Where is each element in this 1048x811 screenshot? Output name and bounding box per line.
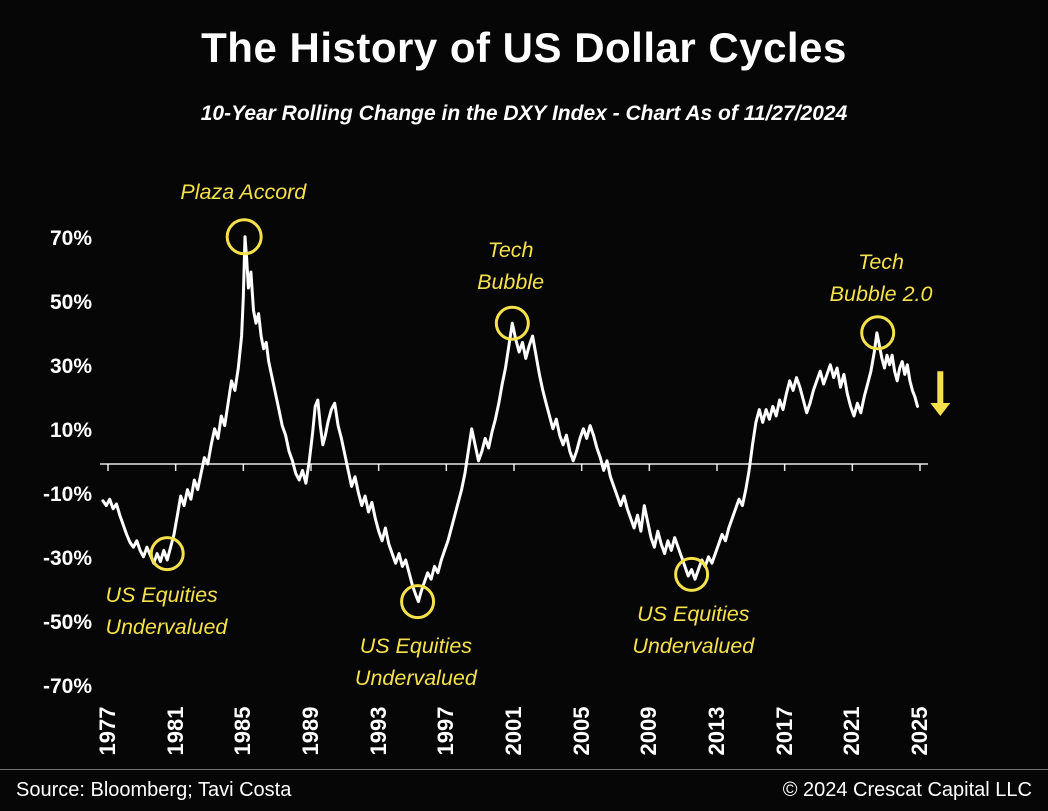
x-tick-label: 1989 <box>298 706 323 756</box>
footer-bar: Source: Bloomberg; Tavi Costa © 2024 Cre… <box>0 769 1048 811</box>
x-tick-label: 2009 <box>636 706 662 756</box>
tech-bubble-circle <box>494 305 530 341</box>
x-tick-label: 1997 <box>433 706 459 756</box>
x-tick-label: 1993 <box>365 706 391 756</box>
x-tick-label: 2017 <box>771 706 797 756</box>
y-tick-label: -10% <box>42 483 92 506</box>
plaza-accord-circle <box>225 218 263 256</box>
x-tick-label: 2005 <box>568 706 594 756</box>
y-tick-label: -70% <box>42 675 92 698</box>
x-tick-label: 1981 <box>162 706 188 756</box>
plaza-accord-label-line: Plaza Accord <box>180 180 307 204</box>
y-tick-label: -30% <box>42 547 92 570</box>
tech-bubble-2-0-label-line: Bubble 2.0 <box>829 282 933 307</box>
y-tick-label: 70% <box>49 227 92 250</box>
x-tick-label: 2013 <box>704 706 729 756</box>
x-tick-label: 1977 <box>95 706 120 756</box>
us-equities-undervalued-1-label-line: US Equities <box>105 583 218 608</box>
us-equities-undervalued-2-label: US Equities Undervalued <box>355 630 477 694</box>
plaza-accord-label: Plaza Accord <box>180 176 306 208</box>
us-equities-undervalued-1-label: US Equities Undervalued <box>105 579 227 643</box>
x-tick-label: 2025 <box>907 706 932 756</box>
down-arrow-head <box>930 403 951 416</box>
copyright-notice: © 2024 Crescat Capital LLC <box>782 779 1032 801</box>
chart-title: The History of US Dollar Cycles <box>201 24 847 71</box>
us-equities-undervalued-2-label-line: US Equities <box>359 634 473 659</box>
us-equities-undervalued-1-circle <box>149 536 185 572</box>
y-tick-label: 30% <box>49 355 92 378</box>
x-tick-label: 2021 <box>839 706 865 756</box>
us-equities-undervalued-1-label-line: Undervalued <box>105 615 228 640</box>
source-credit: Source: Bloomberg; Tavi Costa <box>16 779 292 801</box>
tech-bubble-label: Tech Bubble <box>477 234 544 298</box>
us-equities-undervalued-3-circle <box>674 556 710 592</box>
x-tick-label: 1985 <box>230 706 256 756</box>
y-tick-label: 50% <box>49 291 92 314</box>
tech-bubble-2-0-circle <box>860 315 896 351</box>
us-equities-undervalued-3-label-line: Undervalued <box>632 634 755 659</box>
us-equities-undervalued-2-circle <box>400 584 436 620</box>
tech-bubble-2-0-label: Tech Bubble 2.0 <box>830 246 933 310</box>
us-equities-undervalued-3-label: US Equities Undervalued <box>632 598 754 662</box>
y-tick-label: 10% <box>49 419 92 442</box>
chart-subtitle: 10-Year Rolling Change in the DXY Index … <box>200 102 848 125</box>
tech-bubble-label-line: Bubble <box>477 269 545 294</box>
tech-bubble-2-0-label-line: Tech <box>858 250 904 275</box>
x-tick-label: 2001 <box>501 706 526 756</box>
us-equities-undervalued-2-label-line: Undervalued <box>354 666 477 691</box>
dxy-series-line <box>101 235 919 604</box>
us-equities-undervalued-3-label-line: US Equities <box>637 602 750 627</box>
y-tick-label: -50% <box>42 611 92 634</box>
tech-bubble-label-line: Tech <box>487 237 534 262</box>
